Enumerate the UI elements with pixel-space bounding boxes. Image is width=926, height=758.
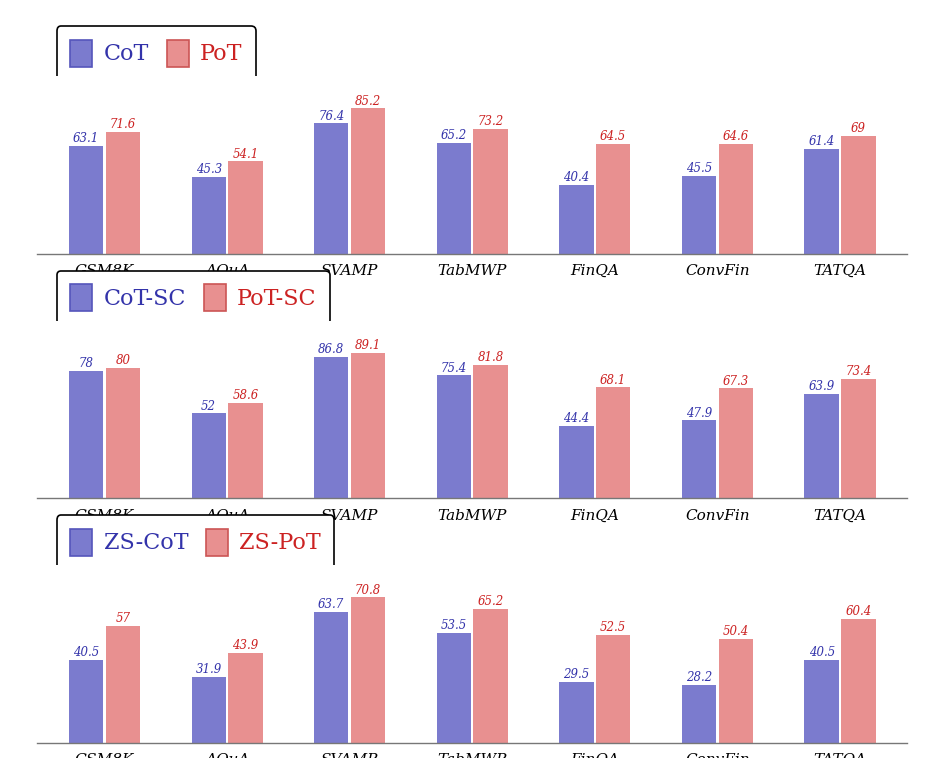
Bar: [192, 678, 226, 743]
Text: 60.4: 60.4: [845, 605, 871, 618]
Text: 58.6: 58.6: [232, 389, 258, 402]
Text: 57: 57: [116, 612, 131, 625]
Bar: [437, 375, 471, 498]
Text: 71.6: 71.6: [110, 118, 136, 131]
Text: 28.2: 28.2: [686, 671, 712, 684]
Text: 73.4: 73.4: [845, 365, 871, 378]
Bar: [842, 619, 876, 743]
Text: 52: 52: [201, 399, 216, 413]
Bar: [229, 653, 263, 743]
Text: 80: 80: [116, 354, 131, 367]
Bar: [682, 685, 716, 743]
Bar: [559, 426, 594, 498]
Text: 64.5: 64.5: [600, 130, 626, 143]
Text: 63.7: 63.7: [319, 598, 344, 611]
Bar: [473, 609, 507, 743]
Bar: [559, 682, 594, 743]
Bar: [229, 402, 263, 498]
Bar: [106, 132, 140, 254]
Text: 67.3: 67.3: [722, 375, 749, 388]
Text: 69: 69: [851, 122, 866, 136]
Bar: [351, 353, 385, 498]
Text: 73.2: 73.2: [478, 115, 504, 128]
Bar: [106, 626, 140, 743]
Bar: [805, 659, 839, 743]
Bar: [719, 389, 753, 498]
Bar: [596, 144, 631, 254]
Bar: [682, 420, 716, 498]
Bar: [805, 149, 839, 254]
Text: 40.5: 40.5: [73, 646, 99, 659]
Text: 50.4: 50.4: [722, 625, 749, 638]
Bar: [437, 143, 471, 254]
Text: 64.6: 64.6: [722, 130, 749, 143]
Bar: [719, 639, 753, 743]
Bar: [106, 368, 140, 498]
Bar: [314, 612, 348, 743]
Bar: [596, 635, 631, 743]
Bar: [69, 146, 103, 254]
Text: 70.8: 70.8: [355, 584, 382, 597]
Text: 76.4: 76.4: [319, 110, 344, 123]
Bar: [559, 185, 594, 254]
Legend: ZS-CoT, ZS-PoT: ZS-CoT, ZS-PoT: [56, 515, 334, 569]
Text: 68.1: 68.1: [600, 374, 626, 387]
Text: 52.5: 52.5: [600, 622, 626, 634]
Text: 40.5: 40.5: [808, 646, 834, 659]
Text: 40.4: 40.4: [563, 171, 590, 184]
Bar: [682, 176, 716, 254]
Legend: CoT, PoT: CoT, PoT: [56, 27, 256, 80]
Text: 75.4: 75.4: [441, 362, 467, 374]
Text: 78: 78: [79, 357, 94, 371]
Text: 65.2: 65.2: [478, 595, 504, 608]
Text: 63.1: 63.1: [73, 133, 99, 146]
Bar: [473, 129, 507, 254]
Text: 86.8: 86.8: [319, 343, 344, 356]
Bar: [437, 633, 471, 743]
Bar: [351, 108, 385, 254]
Bar: [842, 378, 876, 498]
Text: 45.5: 45.5: [686, 162, 712, 176]
Text: 63.9: 63.9: [808, 381, 834, 393]
Text: 31.9: 31.9: [195, 663, 222, 676]
Bar: [69, 371, 103, 498]
Text: 47.9: 47.9: [686, 406, 712, 419]
Text: 65.2: 65.2: [441, 129, 467, 142]
Text: 81.8: 81.8: [478, 351, 504, 364]
Text: 45.3: 45.3: [195, 163, 222, 176]
Bar: [314, 357, 348, 498]
Bar: [473, 365, 507, 498]
Text: 89.1: 89.1: [355, 340, 382, 352]
Bar: [805, 394, 839, 498]
Text: 54.1: 54.1: [232, 148, 258, 161]
Text: 43.9: 43.9: [232, 639, 258, 652]
Bar: [192, 177, 226, 254]
Bar: [596, 387, 631, 498]
Bar: [192, 413, 226, 498]
Bar: [351, 597, 385, 743]
Bar: [229, 161, 263, 254]
Legend: CoT-SC, PoT-SC: CoT-SC, PoT-SC: [56, 271, 330, 324]
Text: 44.4: 44.4: [563, 412, 590, 425]
Bar: [719, 143, 753, 254]
Text: 61.4: 61.4: [808, 136, 834, 149]
Text: 29.5: 29.5: [563, 669, 590, 681]
Bar: [69, 659, 103, 743]
Bar: [842, 136, 876, 254]
Bar: [314, 124, 348, 254]
Text: 85.2: 85.2: [355, 95, 382, 108]
Text: 53.5: 53.5: [441, 619, 467, 632]
